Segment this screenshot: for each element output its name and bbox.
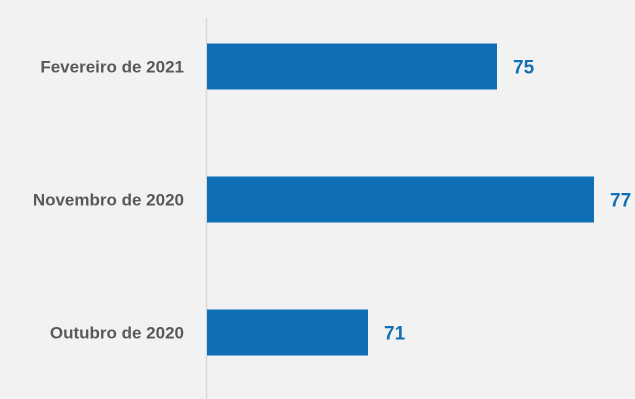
value-labels-group: 75 77 71 bbox=[384, 58, 631, 345]
category-label-3: Outubro de 2020 bbox=[50, 324, 184, 343]
category-labels-group: Fevereiro de 2021 Novembro de 2020 Outubro… bbox=[33, 58, 184, 343]
bar-1 bbox=[207, 43, 497, 90]
category-label-2: Novembro de 2020 bbox=[33, 191, 184, 210]
value-label-2: 77 bbox=[610, 191, 631, 212]
value-label-1: 75 bbox=[513, 58, 535, 79]
bar-3 bbox=[207, 309, 368, 356]
bar-2 bbox=[207, 176, 594, 223]
value-label-3: 71 bbox=[384, 324, 406, 345]
bars-group bbox=[207, 43, 594, 356]
category-label-1: Fevereiro de 2021 bbox=[40, 58, 184, 77]
